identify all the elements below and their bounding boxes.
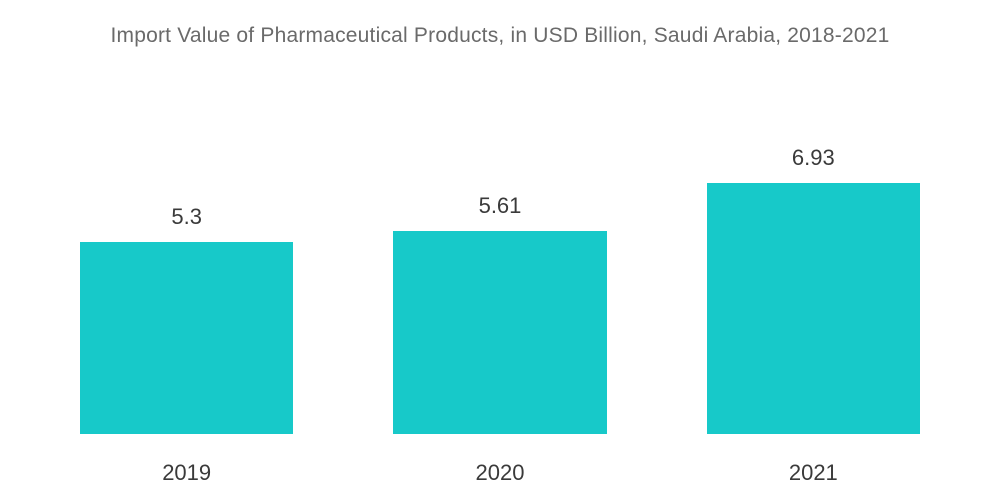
bar-value-label: 5.3 — [171, 204, 202, 230]
bar — [393, 231, 606, 434]
bar-chart: Import Value of Pharmaceutical Products,… — [0, 0, 1000, 504]
category-label: 2021 — [657, 460, 970, 486]
bar-value-label: 6.93 — [792, 145, 835, 171]
category-label: 2019 — [30, 460, 343, 486]
bar — [80, 242, 293, 434]
bar-slot: 5.3 — [30, 110, 343, 434]
category-label: 2020 — [343, 460, 656, 486]
chart-title: Import Value of Pharmaceutical Products,… — [0, 24, 1000, 48]
plot-area: 5.3 5.61 6.93 — [30, 110, 970, 434]
bar-slot: 6.93 — [657, 110, 970, 434]
bar-slot: 5.61 — [343, 110, 656, 434]
bar-value-label: 5.61 — [479, 193, 522, 219]
category-axis: 2019 2020 2021 — [30, 460, 970, 486]
bar — [707, 183, 920, 434]
